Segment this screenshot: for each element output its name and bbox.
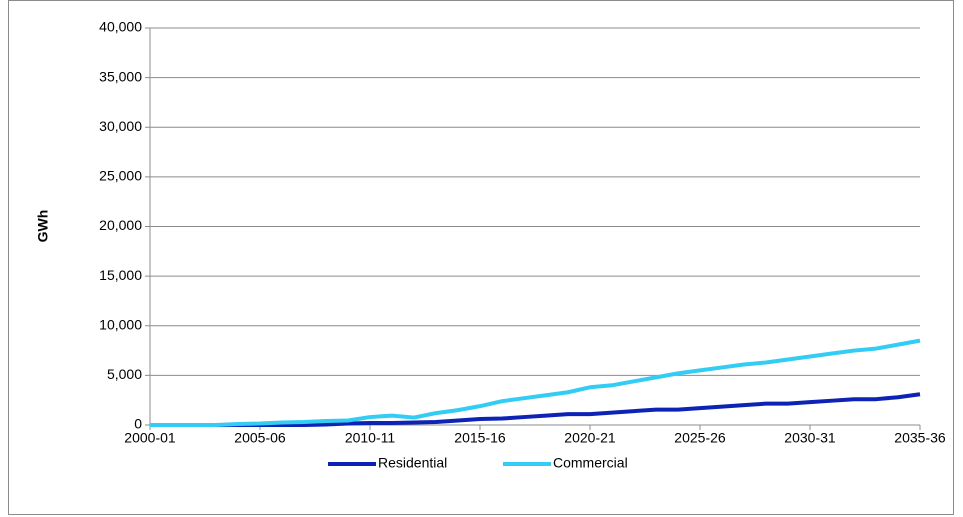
series-line	[150, 392, 921, 427]
y-axis-title: GWh	[35, 210, 51, 243]
x-tick-label: 2000-01	[124, 430, 176, 446]
y-tick-label: 15,000	[99, 267, 142, 283]
x-tick-label: 2035-36	[894, 430, 946, 446]
y-tick-label: 5,000	[107, 366, 142, 382]
chart-frame	[8, 0, 954, 515]
series-line	[150, 338, 921, 427]
y-tick-label: 25,000	[99, 168, 142, 184]
y-tick-label: 30,000	[99, 118, 142, 134]
x-tick-label: 2010-11	[345, 430, 396, 446]
y-tick-label: 40,000	[99, 19, 142, 35]
y-tick-label: 0	[134, 416, 142, 432]
y-tick-label: 35,000	[99, 68, 142, 84]
x-tick-label: 2005-06	[234, 430, 286, 446]
legend-label: Residential	[378, 455, 447, 471]
x-tick-label: 2020-21	[564, 430, 616, 446]
legend-label: Commercial	[553, 455, 628, 471]
x-tick-label: 2025-26	[674, 430, 726, 446]
y-tick-label: 10,000	[99, 316, 142, 332]
y-tick-label: 20,000	[99, 217, 142, 233]
x-tick-label: 2030-31	[784, 430, 836, 446]
x-tick-label: 2015-16	[454, 430, 506, 446]
